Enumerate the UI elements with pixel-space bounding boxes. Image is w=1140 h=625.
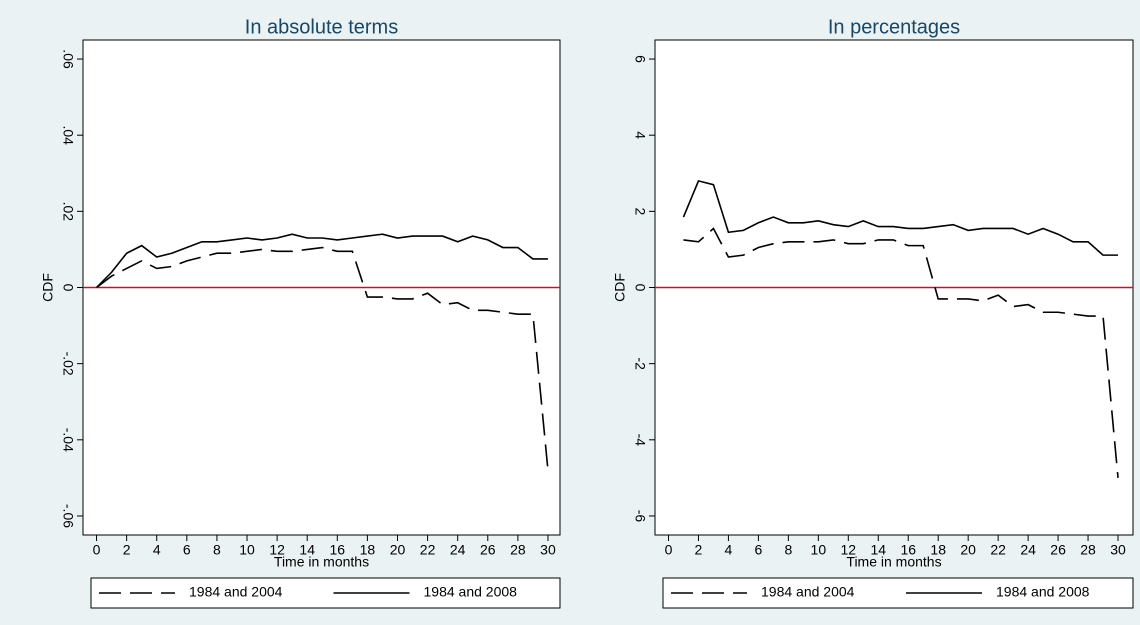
x-tick-label: 10 [811,542,827,558]
x-tick-label: 4 [725,542,733,558]
y-tick-label: -4 [632,434,648,447]
legend-label: 1984 and 2008 [996,584,1090,600]
x-tick-label: 16 [900,542,916,558]
y-tick-label: 2 [632,207,648,215]
x-tick-label: 24 [1020,542,1036,558]
series-line [682,179,1119,256]
x-tick-label: 12 [269,542,285,558]
x-tick-label: 8 [784,542,792,558]
legend-label: 1984 and 2008 [424,584,518,600]
x-tick-label: 10 [239,542,255,558]
x-tick-label: 2 [695,542,703,558]
x-axis-label: Time in months [846,554,941,570]
x-tick-label: 26 [1050,542,1066,558]
y-tick-label: 6 [632,55,648,63]
x-tick-label: 22 [990,542,1006,558]
y-tick-label: .02 [60,202,76,222]
x-tick-label: 18 [930,542,946,558]
x-tick-label: 2 [123,542,131,558]
x-tick-label: 16 [330,542,346,558]
x-tick-label: 18 [360,542,376,558]
x-axis-label: Time in months [274,554,369,570]
y-tick-label: -6 [632,510,648,523]
legend-label: 1984 and 2004 [189,584,283,600]
y-axis-label: CDF [40,273,56,302]
legend-label: 1984 and 2004 [761,584,855,600]
x-tick-label: 4 [153,542,161,558]
x-tick-label: 22 [420,542,436,558]
y-tick-label: 0 [60,284,76,292]
chart-title: In absolute terms [245,16,398,38]
x-tick-label: 24 [450,542,466,558]
y-tick-label: -.02 [60,352,76,376]
x-tick-label: 14 [870,542,886,558]
x-tick-label: 20 [960,542,976,558]
x-tick-label: 0 [665,542,673,558]
y-tick-label: -2 [632,357,648,370]
x-tick-label: 6 [754,542,762,558]
x-tick-label: 30 [540,542,556,558]
y-tick-label: 4 [632,131,648,139]
y-tick-label: -.06 [60,504,76,528]
x-tick-label: 6 [183,542,191,558]
x-tick-label: 20 [390,542,406,558]
y-tick-label: .04 [60,125,76,145]
x-tick-label: 14 [299,542,315,558]
y-axis-label: CDF [612,273,628,302]
x-tick-label: 28 [1080,542,1096,558]
series-line [683,227,1119,478]
chart-title: In percentages [828,16,960,38]
x-tick-label: 26 [480,542,496,558]
y-tick-label: .06 [60,49,76,69]
x-tick-label: 8 [213,542,221,558]
x-tick-label: 30 [1110,542,1126,558]
series-line [95,233,548,289]
x-tick-label: 12 [841,542,857,558]
series-line [96,246,549,471]
x-tick-label: 0 [93,542,101,558]
x-tick-label: 28 [510,542,526,558]
y-tick-label: -.04 [60,428,76,452]
y-tick-label: 0 [632,284,648,292]
